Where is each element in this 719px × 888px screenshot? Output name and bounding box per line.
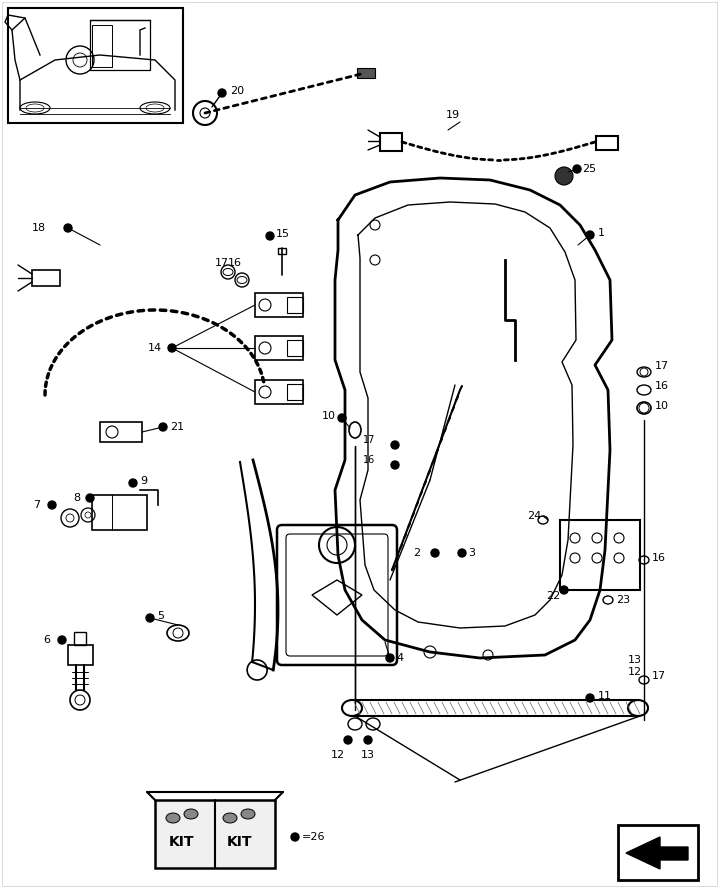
Bar: [155, 800, 275, 868]
Text: 12: 12: [331, 750, 345, 760]
Text: 1: 1: [598, 228, 605, 238]
Text: 3: 3: [468, 548, 475, 558]
Circle shape: [58, 636, 66, 644]
Circle shape: [338, 414, 346, 422]
Circle shape: [344, 736, 352, 744]
Circle shape: [218, 89, 226, 97]
Circle shape: [168, 344, 176, 352]
Bar: [92, 495, 147, 530]
Circle shape: [555, 167, 573, 185]
Text: 10: 10: [322, 411, 336, 421]
Text: 6: 6: [43, 635, 50, 645]
Bar: [287, 340, 303, 356]
Bar: [287, 297, 303, 313]
Text: 23: 23: [616, 595, 630, 605]
Bar: [278, 248, 286, 254]
Text: 9: 9: [140, 476, 147, 486]
Bar: [74, 632, 86, 645]
Text: 16: 16: [228, 258, 242, 268]
Circle shape: [291, 833, 299, 841]
Text: 17: 17: [362, 435, 375, 445]
Circle shape: [458, 549, 466, 557]
Circle shape: [86, 494, 94, 502]
Text: 12: 12: [628, 667, 642, 677]
Circle shape: [364, 736, 372, 744]
Bar: [255, 380, 303, 404]
Text: KIT: KIT: [227, 835, 252, 849]
Bar: [287, 384, 303, 400]
Ellipse shape: [241, 809, 255, 819]
Text: 11: 11: [598, 691, 612, 701]
Text: 13: 13: [628, 655, 642, 665]
Bar: [255, 293, 303, 317]
Circle shape: [48, 501, 56, 509]
Text: 4: 4: [396, 653, 403, 663]
Bar: [380, 133, 402, 151]
Ellipse shape: [184, 809, 198, 819]
Circle shape: [560, 586, 568, 594]
Bar: [92, 25, 112, 67]
Text: 24: 24: [527, 511, 541, 521]
Bar: [560, 520, 640, 590]
Circle shape: [64, 224, 72, 232]
Text: 22: 22: [546, 591, 560, 601]
Circle shape: [146, 614, 154, 622]
Text: 21: 21: [170, 422, 184, 432]
Text: 25: 25: [582, 164, 596, 174]
Text: 16: 16: [655, 381, 669, 391]
Circle shape: [391, 441, 399, 449]
Circle shape: [129, 479, 137, 487]
Text: 17: 17: [215, 258, 229, 268]
Circle shape: [391, 461, 399, 469]
Text: 19: 19: [446, 110, 460, 120]
Circle shape: [586, 231, 594, 239]
Text: 7: 7: [33, 500, 40, 510]
Text: 15: 15: [276, 229, 290, 239]
Text: KIT: KIT: [169, 835, 195, 849]
Bar: [618, 825, 698, 880]
Ellipse shape: [166, 813, 180, 823]
Circle shape: [159, 423, 167, 431]
Circle shape: [573, 165, 581, 173]
Text: 18: 18: [32, 223, 46, 233]
Text: 20: 20: [230, 86, 244, 96]
Text: 8: 8: [73, 493, 80, 503]
Text: 14: 14: [148, 343, 162, 353]
Text: 13: 13: [361, 750, 375, 760]
Bar: [68, 645, 93, 665]
Text: 16: 16: [363, 455, 375, 465]
Text: 17: 17: [655, 361, 669, 371]
Bar: [596, 136, 618, 150]
Ellipse shape: [223, 813, 237, 823]
Text: 2: 2: [413, 548, 420, 558]
Bar: [32, 270, 60, 286]
Circle shape: [386, 654, 394, 662]
Circle shape: [266, 232, 274, 240]
Circle shape: [586, 694, 594, 702]
Text: 17: 17: [652, 671, 666, 681]
Bar: [100, 422, 142, 442]
Bar: [357, 68, 375, 78]
Bar: [255, 336, 303, 360]
Text: 16: 16: [652, 553, 666, 563]
Polygon shape: [626, 837, 688, 869]
Circle shape: [431, 549, 439, 557]
Bar: [90, 20, 150, 70]
Bar: [8, 8, 183, 123]
Text: 10: 10: [655, 401, 669, 411]
Text: 5: 5: [157, 611, 164, 621]
Text: =26: =26: [302, 832, 326, 842]
